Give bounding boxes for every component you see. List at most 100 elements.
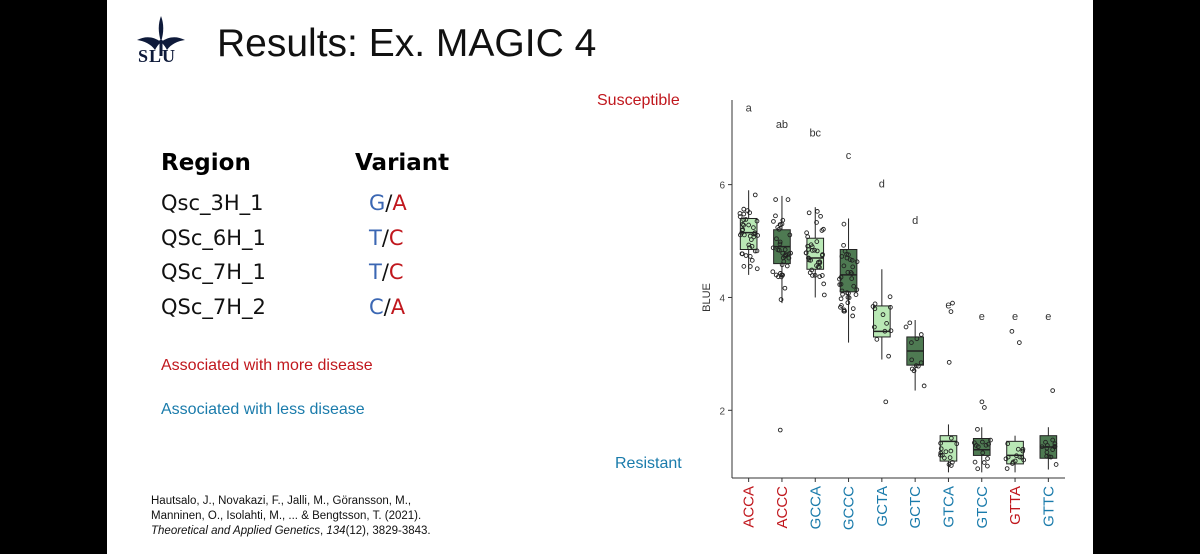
- data-point: [839, 303, 844, 308]
- outlier-point: [883, 399, 889, 405]
- data-point: [743, 253, 749, 258]
- data-point: [783, 252, 789, 258]
- significance-letter: e: [1045, 311, 1051, 323]
- data-point: [907, 320, 913, 326]
- citation-volume: 134: [326, 525, 346, 537]
- data-point: [1020, 448, 1026, 454]
- data-point: [886, 353, 891, 359]
- outlier-point: [1009, 328, 1015, 334]
- data-point: [947, 455, 953, 460]
- data-point: [948, 435, 954, 441]
- data-point: [975, 466, 981, 472]
- data-point: [786, 255, 792, 261]
- region-cell: QSc_7H_1: [161, 260, 266, 284]
- data-point: [874, 337, 880, 342]
- data-point: [845, 270, 851, 275]
- data-point: [821, 281, 827, 287]
- data-point: [986, 441, 991, 447]
- data-point: [814, 239, 820, 244]
- data-point: [915, 363, 921, 369]
- outlier-point: [982, 405, 987, 410]
- citation-line: Theoretical and Applied Genetics, 134(12…: [151, 524, 481, 539]
- variant-allele-1: C: [369, 295, 384, 319]
- data-point: [812, 247, 817, 253]
- citation: Hautsalo, J., Novakazi, F., Jalli, M., G…: [151, 494, 481, 539]
- data-point: [739, 227, 745, 233]
- data-point: [985, 456, 990, 461]
- data-point: [741, 222, 746, 228]
- outlier-point: [979, 399, 985, 405]
- data-point: [1050, 437, 1056, 443]
- x-category-label: GTTC: [1040, 486, 1057, 527]
- data-point: [950, 459, 955, 465]
- citation-sep: ,: [319, 525, 327, 537]
- data-point: [948, 448, 954, 454]
- variant-cell: C/A: [369, 295, 405, 319]
- significance-letter: e: [945, 300, 951, 312]
- data-point: [981, 460, 987, 465]
- data-point: [747, 264, 753, 269]
- data-point: [847, 257, 853, 262]
- data-point: [1004, 466, 1010, 471]
- data-point: [754, 218, 760, 224]
- boxplot-chart: 2 4 6 BLUE a ACCA ab ACCC bc GCCA c GCCC d GCTA d GCTC e…: [701, 100, 1065, 530]
- data-point: [1017, 454, 1023, 460]
- data-point: [770, 269, 776, 275]
- data-point: [819, 228, 825, 233]
- data-point: [938, 452, 943, 458]
- x-category-label: GTCA: [940, 486, 957, 528]
- data-point: [815, 264, 821, 270]
- data-point: [888, 304, 893, 310]
- data-point: [882, 328, 888, 334]
- data-point: [840, 291, 845, 297]
- data-point: [777, 241, 783, 247]
- data-point: [741, 217, 747, 223]
- variant-allele-1: T: [369, 260, 382, 284]
- data-point: [814, 209, 820, 214]
- data-point: [888, 328, 894, 334]
- outlier-point: [777, 427, 783, 433]
- x-category-label: GCTC: [907, 486, 924, 529]
- data-point: [1003, 456, 1009, 462]
- data-point: [985, 463, 990, 469]
- significance-letter: d: [912, 215, 918, 227]
- data-point: [741, 232, 747, 238]
- data-point: [849, 276, 855, 281]
- data-point: [803, 250, 809, 256]
- data-point: [818, 213, 823, 219]
- data-point: [1005, 441, 1011, 447]
- data-point: [805, 234, 811, 240]
- slide-title: Results: Ex. MAGIC 4: [217, 22, 597, 65]
- data-point: [909, 340, 914, 345]
- data-point: [838, 296, 844, 302]
- data-point: [814, 248, 820, 254]
- data-point: [776, 226, 782, 232]
- x-category-label: GCCC: [841, 486, 858, 530]
- data-point: [880, 312, 886, 318]
- data-point: [1021, 457, 1027, 463]
- data-point: [1015, 446, 1021, 452]
- x-category-label: GTTA: [1007, 486, 1024, 525]
- significance-letter: ab: [776, 119, 788, 131]
- variant-allele-2: A: [390, 295, 406, 319]
- data-point: [743, 217, 749, 222]
- data-point: [777, 239, 783, 245]
- data-point: [741, 211, 747, 217]
- data-point: [850, 313, 856, 319]
- data-point: [812, 272, 818, 278]
- data-point: [1050, 447, 1055, 452]
- susceptible-label: Susceptible: [597, 92, 680, 109]
- data-point: [810, 273, 815, 278]
- data-point: [774, 236, 779, 242]
- variant-sep: /: [383, 295, 391, 319]
- data-point: [1020, 446, 1026, 452]
- x-category-label: GCTA: [874, 486, 891, 527]
- data-point: [1044, 443, 1050, 448]
- data-point: [872, 306, 878, 312]
- x-category-label: GTCC: [974, 486, 991, 529]
- data-point: [850, 264, 856, 270]
- data-point: [806, 210, 812, 216]
- data-point: [808, 257, 813, 263]
- data-point: [844, 251, 850, 257]
- significance-letter: d: [879, 178, 885, 190]
